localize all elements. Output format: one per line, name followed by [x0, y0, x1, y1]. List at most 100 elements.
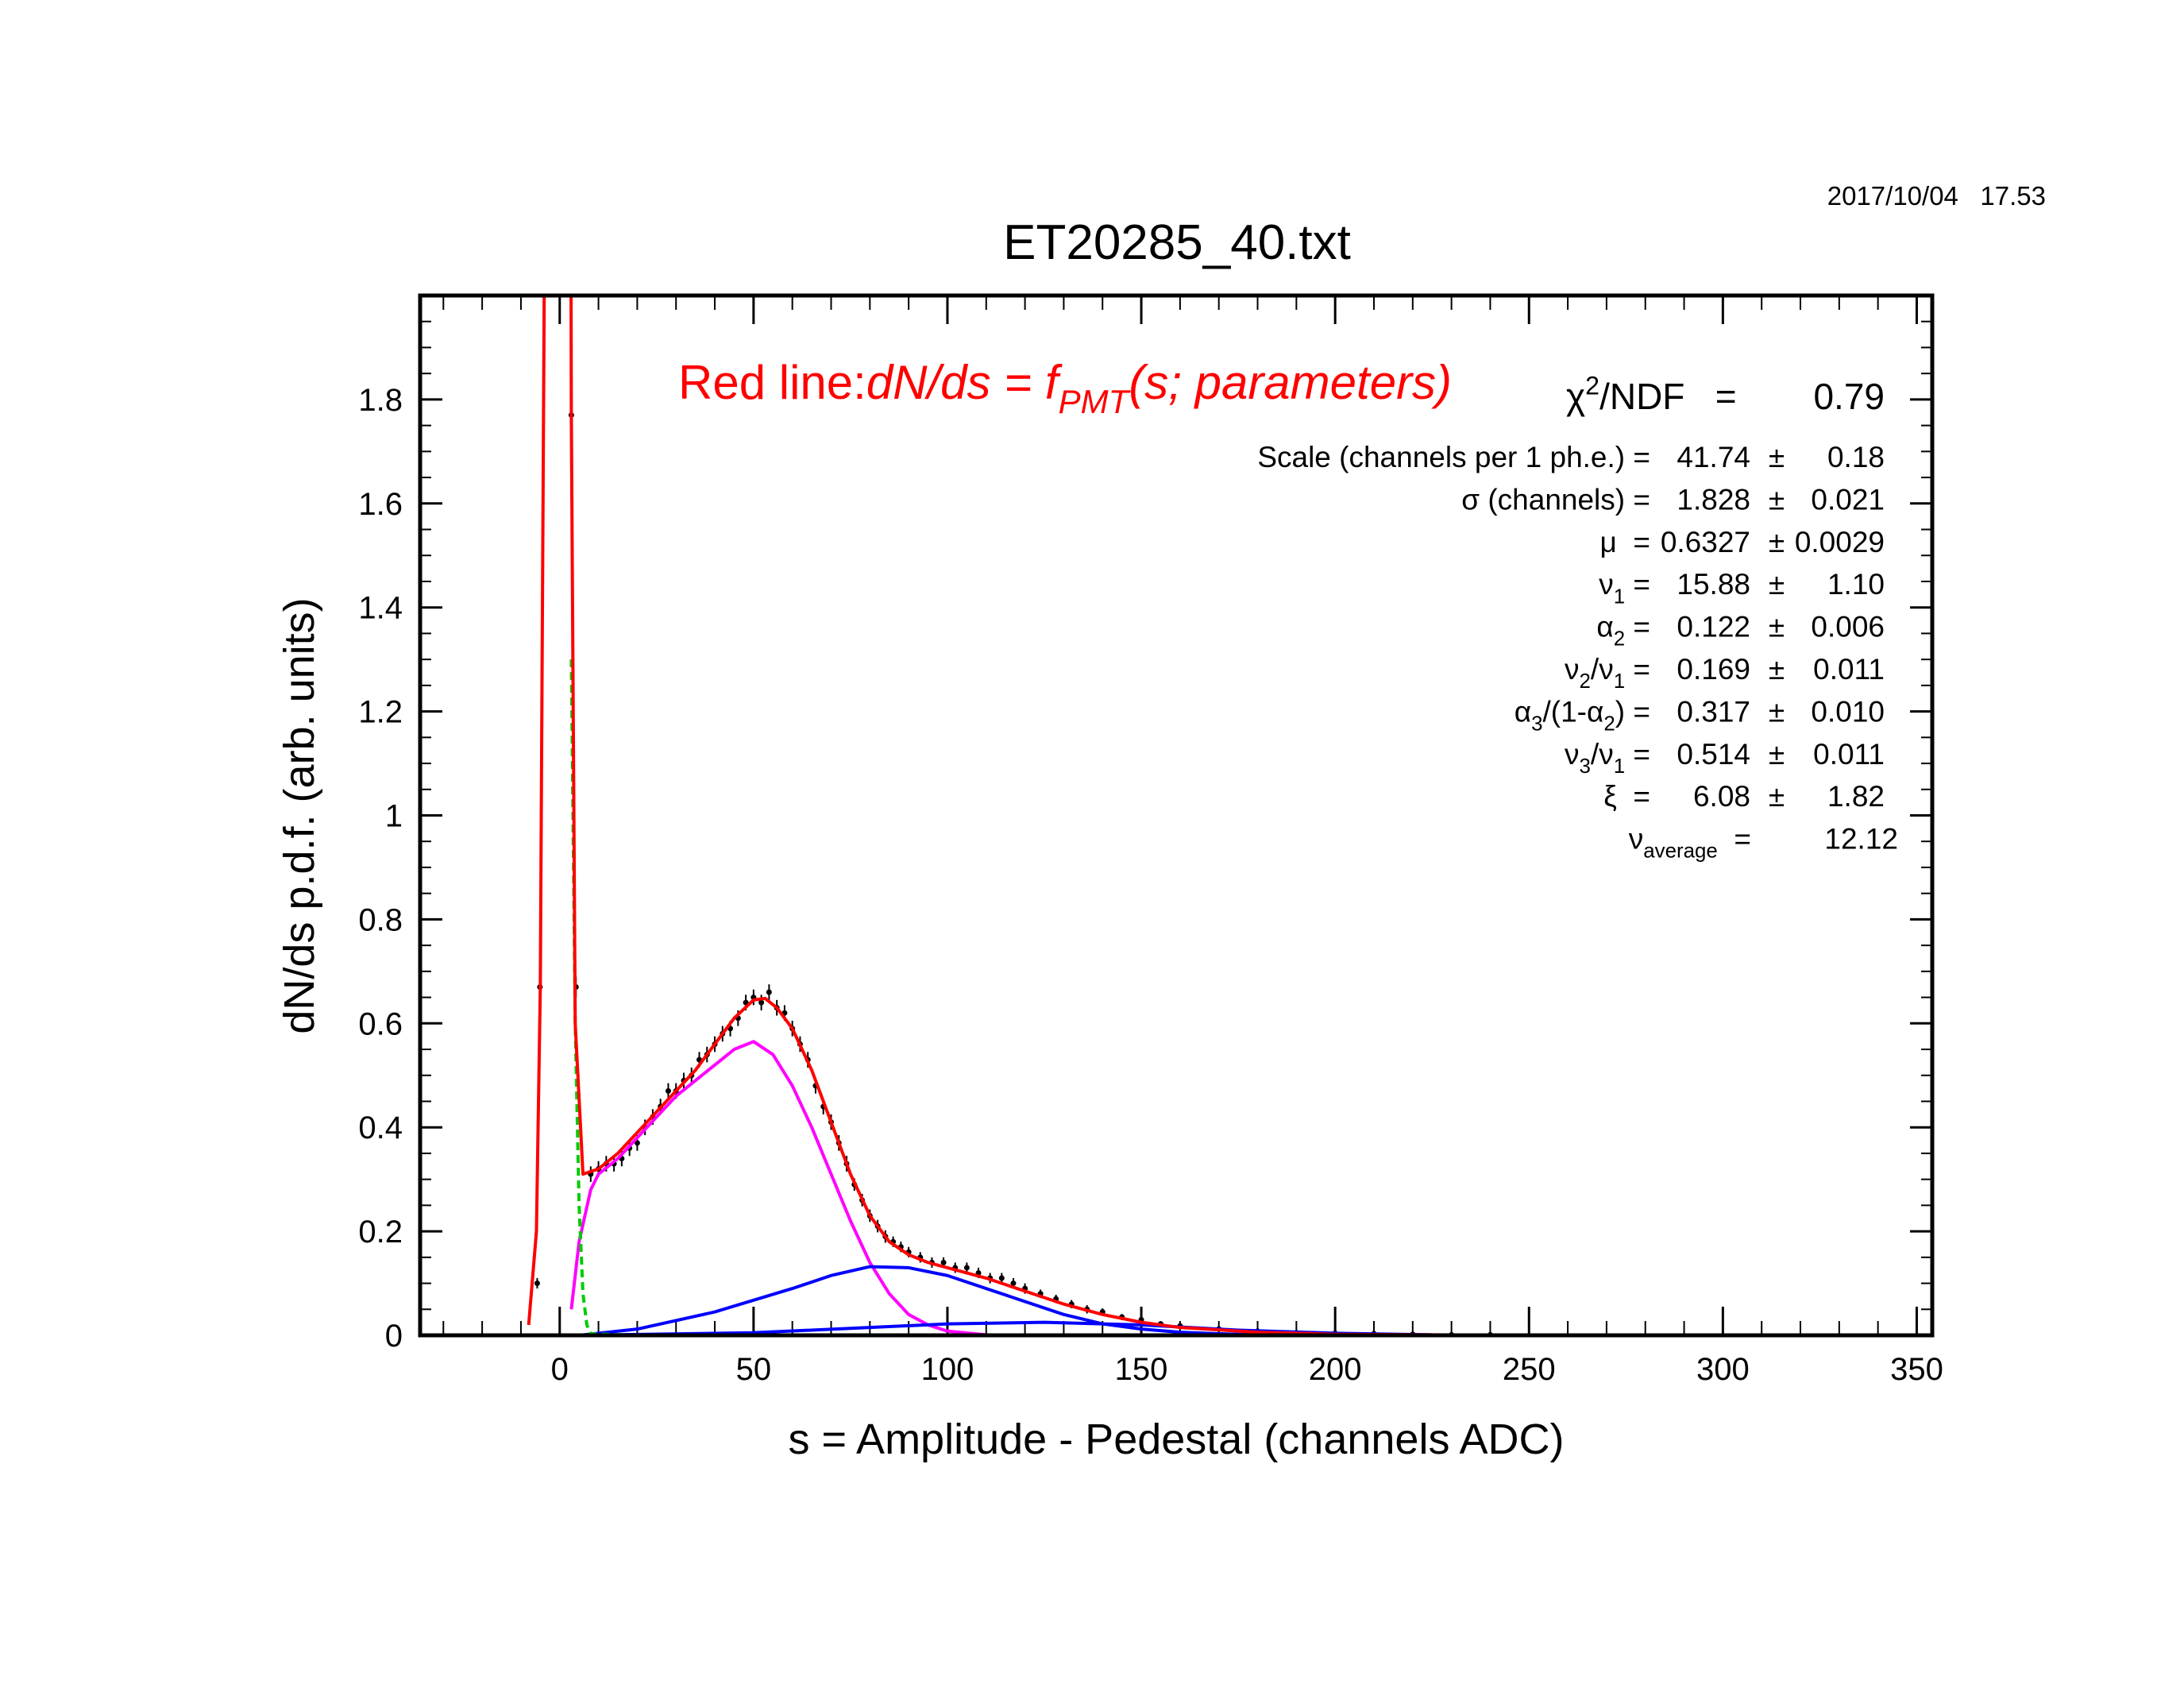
text-segment: ν	[1565, 653, 1580, 686]
x-tick-label: 250	[1503, 1352, 1556, 1387]
chart-title: ET20285_40.txt	[1003, 215, 1351, 270]
parameter-error: 0.011	[1813, 738, 1885, 771]
plus-minus: ±	[1769, 611, 1785, 643]
plus-minus: ±	[1769, 441, 1785, 473]
plus-minus: ±	[1769, 526, 1785, 558]
x-tick-label: 350	[1890, 1352, 1943, 1387]
subscript: 1	[1614, 755, 1625, 778]
parameter-label: ξ =	[1603, 780, 1650, 813]
text-segment: =	[1718, 823, 1751, 856]
text-segment: =	[1625, 611, 1650, 643]
parameter-error: 0.18	[1827, 441, 1885, 473]
text-segment: ξ =	[1603, 780, 1650, 813]
y-tick-label: 1.8	[358, 383, 403, 418]
x-tick-label: 50	[736, 1352, 772, 1387]
date-stamp: 2017/10/04 17.53	[1827, 181, 2046, 211]
data-point	[998, 1275, 1005, 1281]
parameter-value: 0.169	[1677, 653, 1750, 686]
text-segment: ν	[1565, 738, 1580, 771]
y-tick-label: 1.2	[358, 695, 403, 730]
parameter-value: 0.122	[1677, 611, 1750, 643]
parameter-error: 0.006	[1811, 611, 1885, 643]
subscript: 2	[1614, 628, 1625, 651]
text-segment: (s; parameters)	[1129, 356, 1452, 409]
text-segment: =	[1625, 653, 1650, 686]
subscript: 3	[1580, 755, 1591, 778]
text-segment: Red line:	[678, 356, 866, 409]
text-segment: =	[1625, 568, 1650, 601]
subscript: 2	[1603, 713, 1615, 736]
parameter-label: ν3/ν1 =	[1565, 738, 1650, 778]
plot-frame	[418, 293, 1935, 1338]
data-point	[758, 999, 765, 1006]
plus-minus: ±	[1769, 568, 1785, 601]
parameter-error: 0.011	[1813, 653, 1885, 686]
parameter-value: 0.6327	[1661, 526, 1750, 558]
data-point	[665, 1087, 671, 1094]
x-tick-label: 300	[1696, 1352, 1750, 1387]
data-point	[963, 1265, 970, 1271]
fit-curve	[578, 1265, 1258, 1335]
text-segment: σ (channels) =	[1461, 483, 1650, 516]
x-tick-label: 100	[921, 1352, 974, 1387]
parameter-error: 0.021	[1811, 483, 1885, 516]
y-tick-label: 0.8	[358, 902, 403, 937]
parameter-value: 6.08	[1693, 780, 1750, 813]
data-point	[940, 1259, 947, 1265]
plus-minus: ±	[1769, 780, 1785, 813]
chi2-value: 0.79	[1813, 376, 1885, 417]
x-axis-label: s = Amplitude - Pedestal (channels ADC)	[789, 1416, 1565, 1463]
parameter-label: α3/(1-α2) =	[1515, 695, 1650, 735]
x-tick-label: 0	[551, 1352, 569, 1387]
text-segment: ν	[1599, 568, 1614, 601]
subscript: average	[1643, 840, 1718, 863]
plot-area	[527, 295, 1646, 1335]
data-point	[1010, 1280, 1017, 1287]
parameter-label: Scale (channels per 1 ph.e.) =	[1257, 441, 1650, 473]
text-segment: /ν	[1591, 653, 1614, 686]
parameter-value: 41.74	[1677, 441, 1750, 473]
y-tick-label: 0.6	[358, 1006, 403, 1041]
parameter-error: 0.0029	[1795, 526, 1885, 558]
parameter-label: ν1 =	[1599, 568, 1650, 608]
subscript: 2	[1580, 670, 1591, 693]
text-segment: α	[1596, 611, 1613, 643]
fit-curve	[527, 295, 1646, 1335]
parameter-value: 0.514	[1677, 738, 1750, 771]
text-segment: μ =	[1600, 526, 1651, 558]
data-point	[766, 989, 772, 995]
parameter-label: νaverage =	[1629, 823, 1751, 863]
y-tick-label: 0.2	[358, 1215, 403, 1250]
data-point	[534, 1280, 540, 1287]
x-tick-label: 150	[1115, 1352, 1168, 1387]
chi2-label: χ2/NDF =	[1566, 372, 1737, 417]
parameter-value: 15.88	[1677, 568, 1750, 601]
y-tick-label: 1.4	[358, 591, 403, 626]
text-segment: /(1-α	[1542, 695, 1603, 728]
text-segment: χ	[1566, 376, 1585, 417]
parameter-label: σ (channels) =	[1461, 483, 1650, 516]
plus-minus: ±	[1769, 653, 1785, 686]
subscript: PMT	[1059, 383, 1132, 420]
parameter-error: 1.10	[1827, 568, 1885, 601]
plus-minus: ±	[1769, 695, 1785, 728]
y-axis-label: dN/ds p.d.f. (arb. units)	[276, 597, 323, 1033]
parameter-value: 1.828	[1677, 483, 1750, 516]
text-segment: α	[1515, 695, 1531, 728]
subscript: 1	[1614, 670, 1625, 693]
text-segment: =	[1625, 738, 1650, 771]
y-tick-label: 1	[385, 799, 403, 834]
fit-curve	[569, 1040, 986, 1335]
parameter-error: 0.010	[1811, 695, 1885, 728]
text-segment: ) =	[1615, 695, 1650, 728]
parameter-label: μ =	[1600, 526, 1651, 558]
x-tick-label: 200	[1309, 1352, 1362, 1387]
parameter-label: α2 =	[1596, 611, 1650, 651]
subscript: 1	[1614, 585, 1625, 608]
parameter-error: 1.82	[1827, 780, 1885, 813]
plus-minus: ±	[1769, 483, 1785, 516]
text-segment: /ν	[1591, 738, 1614, 771]
